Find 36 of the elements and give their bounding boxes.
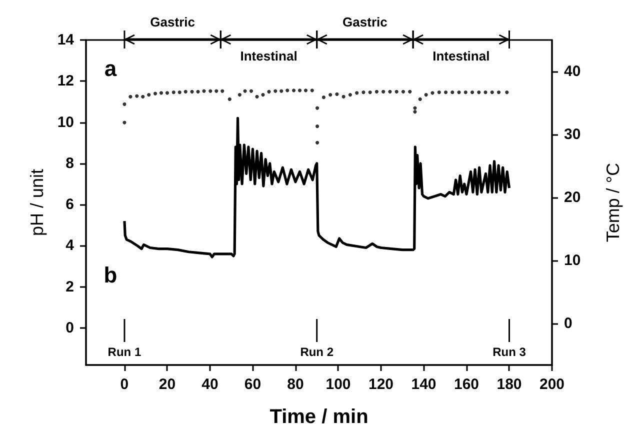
ref-line-label: Run 1 <box>108 345 142 359</box>
y-tick-label: 0 <box>66 319 74 336</box>
series-label: b <box>104 262 118 288</box>
y-tick-label: 4 <box>66 237 75 254</box>
x-tick-label: 160 <box>454 376 480 393</box>
x-axis-title: Time / min <box>270 406 368 428</box>
y2-tick-label: 0 <box>564 314 572 332</box>
y2-axis-title: Temp / °C <box>603 162 623 242</box>
y2-tick-label: 20 <box>564 188 581 206</box>
legend-label: a <box>104 56 118 81</box>
y-tick-label: 12 <box>57 72 74 90</box>
ref-line-label: Run 3 <box>492 345 526 359</box>
text: Gastric <box>150 14 195 30</box>
y2-tick-label: 30 <box>564 126 581 143</box>
y-tick-label: 10 <box>57 114 74 131</box>
x-tick-label: 0 <box>120 376 129 393</box>
annotation: Intestinal <box>432 48 490 64</box>
x-tick-label: 100 <box>326 376 351 393</box>
y2-tick-label: 40 <box>564 62 581 80</box>
y2-tick-label: 10 <box>564 252 581 269</box>
y-tick-label: 8 <box>66 154 74 172</box>
x-tick-label: 120 <box>368 376 394 393</box>
x-tick-label: 200 <box>539 376 565 393</box>
text: Gastric <box>342 14 388 30</box>
annotation: Intestinal <box>240 48 298 64</box>
x-tick-label: 80 <box>287 376 304 393</box>
y-tick-label: 6 <box>66 196 74 214</box>
x-tick-label: 180 <box>496 376 522 393</box>
x-tick-label: 140 <box>411 376 436 393</box>
x-tick-label: 40 <box>202 376 218 393</box>
y-tick-label: 2 <box>66 278 74 296</box>
x-tick-label: 20 <box>158 376 176 393</box>
x-tick-label: 60 <box>244 376 262 393</box>
ref-line-label: Run 2 <box>300 345 334 359</box>
y-axis-title: pH / unit <box>27 168 47 236</box>
y-tick-label: 14 <box>57 32 75 48</box>
